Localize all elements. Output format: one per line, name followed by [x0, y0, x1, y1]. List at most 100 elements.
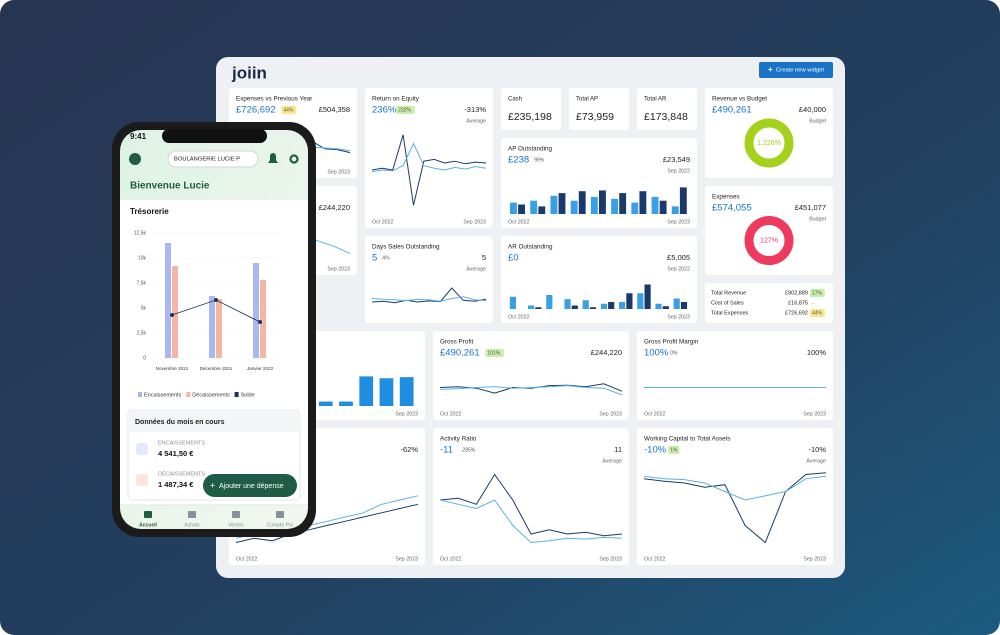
- plus-icon: +: [768, 65, 773, 74]
- bar: [662, 306, 669, 309]
- widget-card: [637, 331, 833, 420]
- bar: [518, 204, 525, 214]
- bar: [644, 284, 651, 309]
- kpi-title: Cash: [508, 97, 522, 103]
- line-series: [371, 134, 487, 206]
- kpi-value: £235,198: [508, 111, 552, 123]
- plus-icon: +: [210, 480, 215, 490]
- totals-value: £802,889: [785, 290, 808, 296]
- bar: [582, 300, 589, 309]
- y-tick-label: 10k: [138, 255, 147, 261]
- y-tick-label: 2,5k: [137, 330, 147, 336]
- x-axis-start: Oct 2022: [644, 556, 666, 562]
- x-axis-end: Sep 2023: [395, 411, 418, 417]
- badge-bg: [810, 309, 825, 317]
- x-axis-end: Sep 2023: [327, 169, 350, 175]
- create-widget-button[interactable]: [759, 62, 833, 78]
- widget-value: 5: [372, 253, 377, 264]
- line-series: [643, 472, 827, 544]
- widget-card: [637, 428, 833, 565]
- badge-bg: [281, 106, 297, 114]
- bar: [509, 296, 517, 309]
- widget-value: £490,261: [440, 348, 480, 359]
- x-axis-start: Oct 2022: [236, 556, 258, 562]
- line-series: [439, 385, 623, 396]
- widget-target: £40,000: [799, 105, 826, 114]
- y-tick-label: 7,5k: [137, 280, 147, 286]
- line-series: [371, 287, 487, 304]
- tab-label[interactable]: Accueil: [139, 522, 157, 528]
- bar: [209, 296, 215, 358]
- widget-title: Working Capital to Total Assets: [644, 436, 731, 443]
- create-widget-label[interactable]: Create new widget: [776, 68, 824, 74]
- widget-title: Expenses vs Previous Year: [236, 96, 312, 103]
- badge: 4%: [382, 255, 390, 261]
- tab-label[interactable]: Compte Pro: [267, 522, 294, 528]
- bar: [339, 401, 353, 406]
- bar: [578, 191, 586, 214]
- tab-label[interactable]: Ventes: [228, 522, 244, 528]
- tab-icon[interactable]: [144, 511, 152, 518]
- tab-label[interactable]: Achats: [184, 522, 200, 528]
- bar: [510, 202, 517, 214]
- y-tick-label: 5k: [141, 305, 147, 311]
- kpi-card: [569, 88, 629, 130]
- totals-value: £16,875: [788, 300, 808, 306]
- x-axis-end: Sep 2023: [599, 556, 622, 562]
- badge-bg: [810, 289, 825, 297]
- tab-icon[interactable]: [276, 511, 284, 518]
- bell-icon[interactable]: [268, 153, 278, 163]
- widget-card: [501, 138, 697, 228]
- x-axis-start: Oct 2022: [440, 411, 462, 417]
- bar: [546, 295, 553, 309]
- tab-icon[interactable]: [188, 511, 196, 518]
- company-name[interactable]: BOULANGERIE LUCIE P: [174, 157, 240, 163]
- bar: [253, 263, 259, 358]
- kpi-title: Total AR: [644, 97, 667, 103]
- badge: 0%: [670, 350, 678, 356]
- bar: [655, 303, 662, 309]
- x-axis-start: Oct 2022: [508, 314, 530, 320]
- logo: joiin: [231, 63, 267, 82]
- y-tick-label: 0: [143, 355, 146, 361]
- company-logo: [129, 153, 141, 165]
- widget-title: AP Outstanding: [508, 146, 552, 153]
- solde-point: [214, 298, 218, 302]
- widget-note: Budget: [809, 118, 826, 124]
- widget-value: £238: [508, 155, 529, 166]
- bar: [528, 305, 535, 309]
- y-tick-label: 12,5k: [134, 230, 147, 236]
- line-series: [439, 499, 623, 544]
- x-axis-end: Sep 2023: [463, 219, 486, 225]
- bar: [571, 305, 578, 309]
- widget-target: £451,077: [795, 203, 826, 212]
- badge: -285%: [461, 447, 476, 453]
- totals-value: £726,692: [785, 310, 808, 316]
- in-icon: [136, 443, 148, 455]
- bar: [172, 266, 178, 358]
- donut: [744, 118, 794, 168]
- bar: [637, 293, 644, 309]
- add-expense-button[interactable]: [203, 474, 297, 497]
- bar: [359, 376, 374, 406]
- badge: -: [812, 300, 814, 306]
- totals-card: [705, 283, 833, 323]
- x-axis-end: Sep 2023: [667, 314, 690, 320]
- line-series: [439, 473, 623, 537]
- bar: [538, 206, 546, 214]
- bar: [590, 196, 598, 214]
- legend-swatch: [138, 392, 142, 397]
- widget-target: -313%: [464, 105, 486, 114]
- tab-icon[interactable]: [232, 511, 240, 518]
- company-selector[interactable]: [167, 150, 259, 168]
- widget-value: £490,261: [712, 105, 752, 116]
- widget-card: [705, 186, 833, 275]
- add-expense-label[interactable]: Ajouter une dépense: [219, 483, 284, 490]
- settings-icon[interactable]: [289, 154, 299, 164]
- x-tick-label: Décembre 2021: [200, 366, 233, 371]
- widget-target: £5,005: [667, 253, 690, 262]
- widget-target: -62%: [400, 445, 418, 454]
- bar: [599, 190, 606, 214]
- widget-value: 236%: [372, 105, 397, 116]
- line-series: [371, 296, 487, 302]
